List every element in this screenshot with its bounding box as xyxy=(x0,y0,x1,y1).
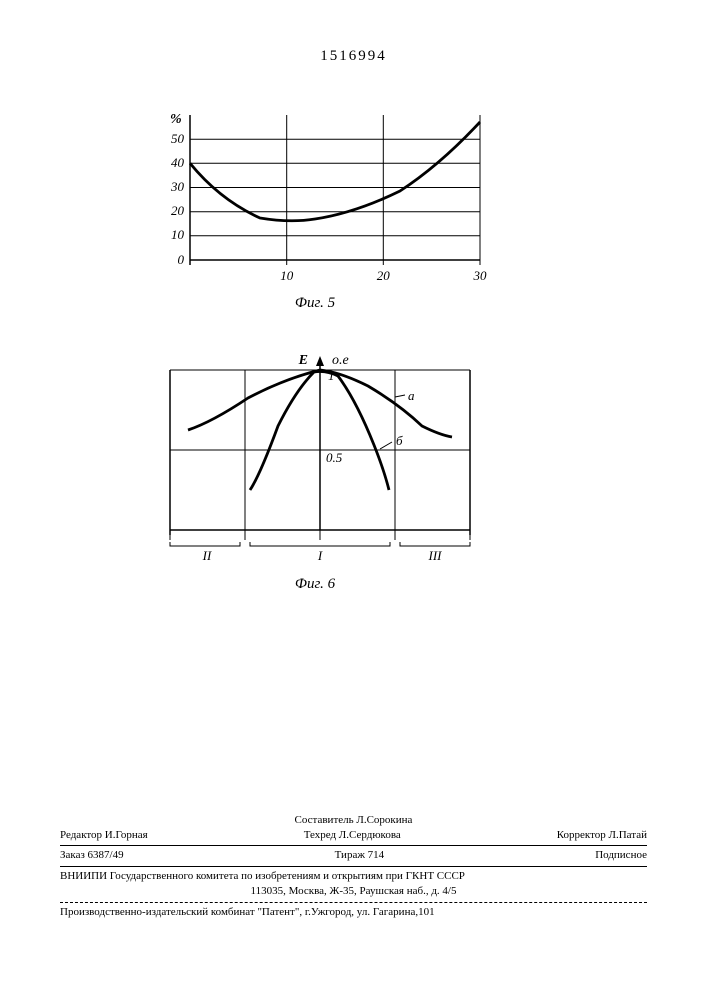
footer-printer: Производственно-издательский комбинат "П… xyxy=(60,905,435,920)
footer-compiler: Составитель Л.Сорокина xyxy=(295,813,413,828)
fig6-leader-a xyxy=(395,395,405,397)
footer-subscription: Подписное xyxy=(595,848,647,863)
fig6-caption: Фиг. 6 xyxy=(140,576,490,593)
fig6-region-III: III xyxy=(428,548,443,563)
fig5-svg: 0 10 20 30 40 50 10 20 30 % xyxy=(140,105,490,300)
footer-circulation: Тираж 714 xyxy=(335,848,385,863)
fig6-leader-b xyxy=(380,442,392,449)
footer-org-line1: ВНИИПИ Государственного комитета по изоб… xyxy=(60,869,465,884)
fig5-ytick-30: 30 xyxy=(170,179,185,194)
footer-rule-2 xyxy=(60,866,647,867)
fig6-region-II: II xyxy=(202,548,212,563)
fig5-ytick-50: 50 xyxy=(171,131,185,146)
fig5-xtick-20: 20 xyxy=(377,268,391,283)
fig5-ytick-0: 0 xyxy=(178,252,185,267)
footer-editor: Редактор И.Горная xyxy=(60,828,148,843)
footer-tech-editor: Техред Л.Сердюкова xyxy=(304,828,401,843)
fig5-xtick-30: 30 xyxy=(473,268,488,283)
fig6-ylabel-e: E xyxy=(298,353,308,368)
fig6-yaxis-arrow xyxy=(316,356,324,366)
fig5-ytick-20: 20 xyxy=(171,203,185,218)
footer-corrector: Корректор Л.Патай xyxy=(557,828,647,843)
fig5-ytick-10: 10 xyxy=(171,227,185,242)
fig5-caption: Фиг. 5 xyxy=(140,295,490,312)
footer-block: Составитель Л.Сорокина Редактор И.Горная… xyxy=(60,813,647,920)
fig6-label-a: а xyxy=(408,388,415,403)
fig6-ytick-05: 0.5 xyxy=(326,450,343,465)
footer-rule-1 xyxy=(60,845,647,846)
fig6-label-b: б xyxy=(396,433,403,448)
fig6-region-I: I xyxy=(317,548,323,563)
footer-order: Заказ 6387/49 xyxy=(60,848,124,863)
fig5-xtick-10: 10 xyxy=(280,268,294,283)
page-number: 1516994 xyxy=(320,48,387,65)
fig6-region-brackets xyxy=(170,542,470,546)
footer-rule-3 xyxy=(60,902,647,903)
fig5-curve xyxy=(190,122,480,221)
fig5-ytick-40: 40 xyxy=(171,155,185,170)
fig6-svg: E о.е 1 0.5 II I III а б xyxy=(140,350,490,585)
fig5-grid xyxy=(190,115,480,265)
figure-5: 0 10 20 30 40 50 10 20 30 % Фиг. 5 xyxy=(140,105,490,300)
footer-org-line2: 113035, Москва, Ж-35, Раушская наб., д. … xyxy=(251,884,457,899)
figure-6: E о.е 1 0.5 II I III а б Фиг. 6 xyxy=(140,350,490,585)
fig5-ylabel: % xyxy=(170,112,182,127)
fig6-ylabel-unit: о.е xyxy=(332,353,349,368)
